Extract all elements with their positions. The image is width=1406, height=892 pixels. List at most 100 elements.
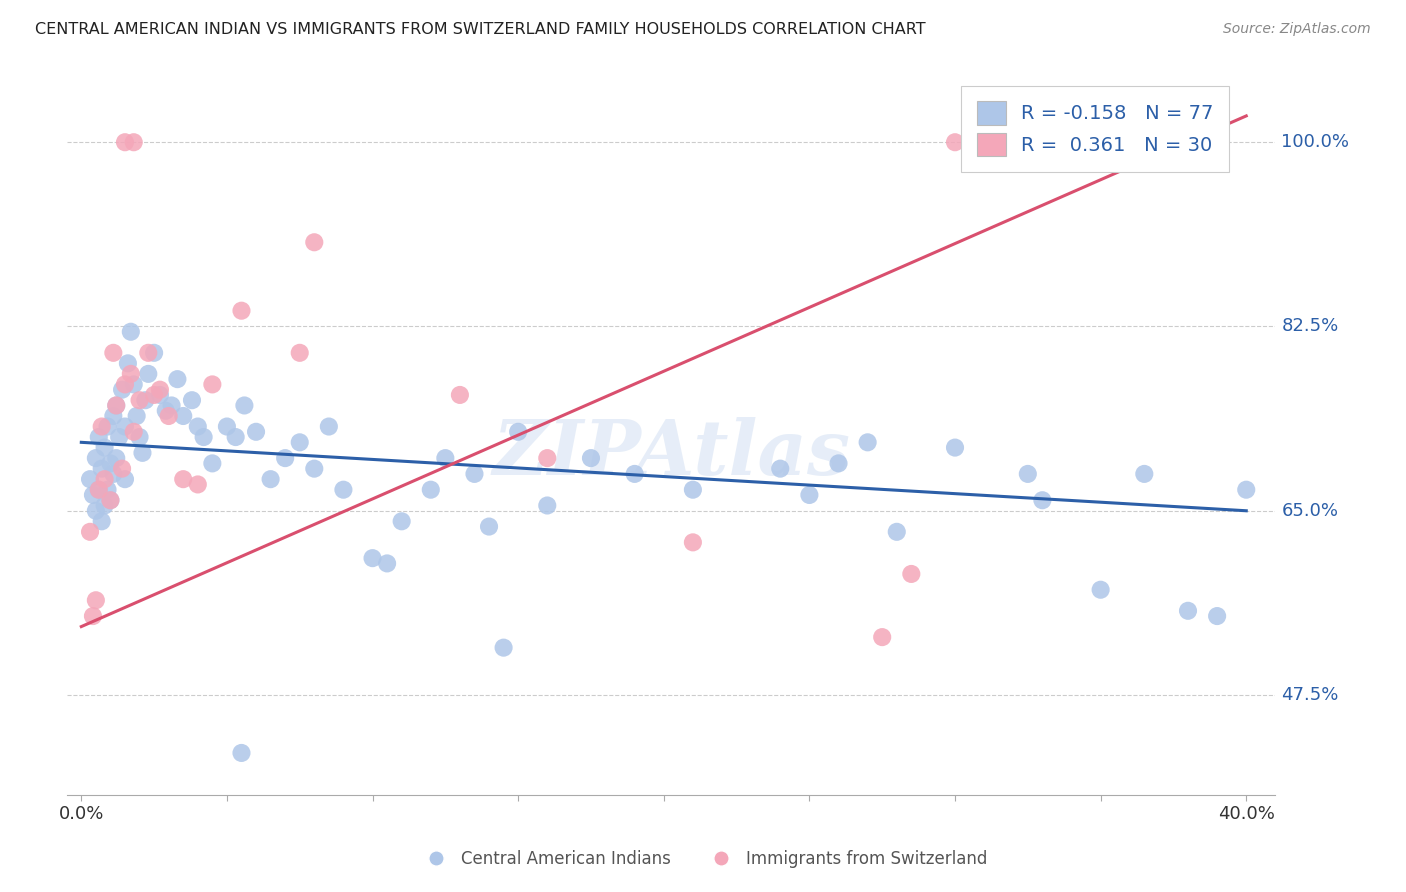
Point — [87, 483, 110, 497]
Point — [536, 499, 558, 513]
Point — [155, 403, 177, 417]
Point — [108, 430, 131, 444]
Point — [114, 472, 136, 486]
Point — [100, 493, 122, 508]
Point — [682, 535, 704, 549]
Point — [1017, 467, 1039, 481]
Point — [134, 393, 156, 408]
Point — [103, 409, 125, 423]
Point — [579, 451, 602, 466]
Point — [870, 630, 893, 644]
Point — [274, 451, 297, 466]
Point — [143, 346, 166, 360]
Point — [172, 472, 194, 486]
Point — [122, 135, 145, 149]
Point — [105, 451, 128, 466]
Point — [82, 488, 104, 502]
Point — [105, 399, 128, 413]
Point — [361, 551, 384, 566]
Point — [149, 388, 172, 402]
Point — [103, 346, 125, 360]
Point — [160, 399, 183, 413]
Point — [536, 451, 558, 466]
Point — [225, 430, 247, 444]
Point — [96, 483, 118, 497]
Point — [187, 419, 209, 434]
Point — [136, 346, 159, 360]
Point — [304, 235, 326, 250]
Point — [215, 419, 238, 434]
Point — [682, 483, 704, 497]
Point — [1177, 604, 1199, 618]
Point — [478, 519, 501, 533]
Point — [128, 430, 150, 444]
Point — [172, 409, 194, 423]
Point — [84, 451, 107, 466]
Point — [943, 135, 966, 149]
Point — [492, 640, 515, 655]
Point — [449, 388, 471, 402]
Text: 47.5%: 47.5% — [1281, 686, 1339, 704]
Point — [84, 593, 107, 607]
Point — [318, 419, 340, 434]
Point — [943, 441, 966, 455]
Point — [463, 467, 485, 481]
Point — [187, 477, 209, 491]
Point — [131, 446, 153, 460]
Point — [233, 399, 256, 413]
Point — [245, 425, 267, 439]
Point — [122, 425, 145, 439]
Text: CENTRAL AMERICAN INDIAN VS IMMIGRANTS FROM SWITZERLAND FAMILY HOUSEHOLDS CORRELA: CENTRAL AMERICAN INDIAN VS IMMIGRANTS FR… — [35, 22, 925, 37]
Point — [90, 461, 112, 475]
Point — [434, 451, 457, 466]
Point — [84, 504, 107, 518]
Point — [79, 524, 101, 539]
Point — [856, 435, 879, 450]
Point — [166, 372, 188, 386]
Point — [1133, 467, 1156, 481]
Text: 100.0%: 100.0% — [1281, 133, 1350, 152]
Point — [100, 493, 122, 508]
Point — [120, 367, 142, 381]
Point — [111, 383, 134, 397]
Point — [193, 430, 215, 444]
Point — [87, 430, 110, 444]
Point — [769, 461, 792, 475]
Point — [623, 467, 645, 481]
Point — [117, 356, 139, 370]
Point — [114, 419, 136, 434]
Point — [1090, 582, 1112, 597]
Point — [508, 425, 530, 439]
Point — [1234, 483, 1257, 497]
Point — [799, 488, 821, 502]
Point — [111, 461, 134, 475]
Point — [120, 325, 142, 339]
Point — [93, 499, 115, 513]
Point — [201, 456, 224, 470]
Point — [87, 483, 110, 497]
Text: 65.0%: 65.0% — [1281, 502, 1339, 520]
Point — [288, 435, 311, 450]
Point — [93, 441, 115, 455]
Point — [122, 377, 145, 392]
Point — [157, 409, 180, 423]
Point — [149, 383, 172, 397]
Point — [93, 472, 115, 486]
Text: ZIPAtlas: ZIPAtlas — [492, 417, 851, 491]
Point — [231, 303, 253, 318]
Point — [259, 472, 281, 486]
Point — [231, 746, 253, 760]
Legend: R = -0.158   N = 77, R =  0.361   N = 30: R = -0.158 N = 77, R = 0.361 N = 30 — [962, 86, 1229, 172]
Point — [143, 388, 166, 402]
Point — [96, 419, 118, 434]
Point — [125, 409, 148, 423]
Point — [114, 135, 136, 149]
Point — [100, 456, 122, 470]
Point — [103, 467, 125, 481]
Point — [419, 483, 441, 497]
Point — [886, 524, 908, 539]
Point — [827, 456, 849, 470]
Point — [288, 346, 311, 360]
Point — [82, 609, 104, 624]
Text: 82.5%: 82.5% — [1281, 318, 1339, 335]
